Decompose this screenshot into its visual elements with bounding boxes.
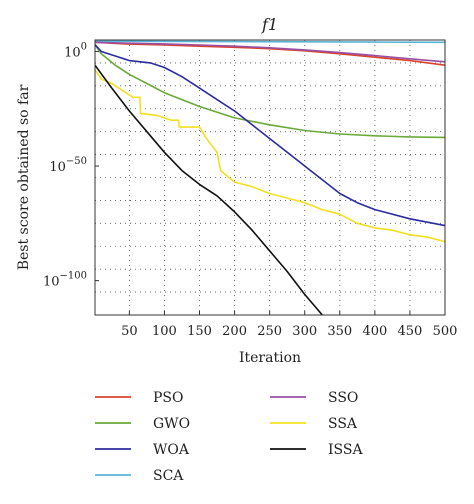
series-line-issa — [95, 64, 323, 315]
legend-label-gwo: GWO — [153, 416, 190, 432]
x-tick-labels: 50 100 150 200 250 300 350 400 450 500 — [121, 311, 457, 339]
legend: PSO GWO WOA SCA SSO SSA ISSA — [95, 390, 363, 484]
x-tick-label: 250 — [257, 324, 282, 339]
x-tick-label: 100 — [152, 324, 177, 339]
y-axis-label: Best score obtained so far — [16, 84, 32, 270]
x-tick-label: 300 — [292, 324, 317, 339]
x-tick-label: 350 — [327, 324, 352, 339]
x-tick-label: 50 — [121, 324, 138, 339]
y-tick-labels: 100 10−50 10−100 — [43, 41, 99, 290]
legend-label-sca: SCA — [153, 468, 184, 484]
legend-label-issa: ISSA — [328, 442, 363, 458]
legend-label-pso: PSO — [153, 390, 184, 406]
series-line-ssa — [95, 69, 445, 243]
x-tick-label: 500 — [433, 324, 458, 339]
y-tick-label: 100 — [64, 41, 87, 60]
x-tick-label: 450 — [398, 324, 423, 339]
x-axis-label: Iteration — [239, 350, 301, 366]
y-tick-label: 10−50 — [49, 156, 87, 175]
series-line-sso — [95, 41, 445, 63]
x-tick-label: 200 — [222, 324, 247, 339]
series-lines — [95, 40, 445, 315]
y-tick-label: 10−100 — [43, 271, 87, 290]
legend-label-sso: SSO — [328, 390, 358, 406]
grid-lines — [95, 40, 445, 315]
series-line-sca — [95, 40, 445, 44]
chart-title: f1 — [261, 15, 278, 34]
x-tick-label: 400 — [362, 324, 387, 339]
legend-label-woa: WOA — [153, 442, 190, 458]
legend-label-ssa: SSA — [328, 416, 358, 432]
series-line-gwo — [95, 44, 445, 139]
x-tick-label: 150 — [187, 324, 212, 339]
series-line-woa — [95, 44, 445, 227]
series-line-pso — [95, 41, 445, 66]
